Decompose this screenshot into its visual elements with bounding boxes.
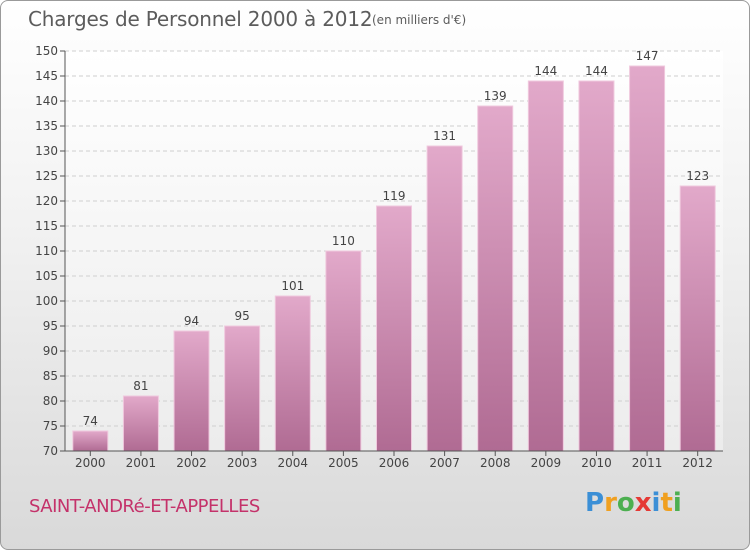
data-label: 131 (433, 129, 456, 143)
x-tick-label: 2003 (227, 456, 258, 470)
y-axis: 70 75 80 85 90 95 100 105 110 115 120 125 130 135 140 1… (35, 44, 66, 458)
x-tick-label: 2009 (531, 456, 562, 470)
data-label: 147 (636, 49, 659, 63)
x-tick-label: 2012 (682, 456, 713, 470)
y-tick-label: 90 (43, 344, 58, 358)
bar (629, 65, 666, 452)
bars (72, 65, 716, 452)
bar (325, 250, 362, 452)
x-tick-label: 2001 (126, 456, 157, 470)
bar (578, 80, 615, 452)
x-tick-label: 2008 (480, 456, 511, 470)
x-tick-label: 2004 (277, 456, 308, 470)
data-label: 144 (534, 64, 557, 78)
bar (274, 295, 311, 452)
data-label: 94 (184, 314, 199, 328)
y-tick-label: 105 (35, 269, 58, 283)
x-tick-label: 2000 (75, 456, 106, 470)
data-label: 74 (83, 414, 98, 428)
bar (122, 395, 159, 452)
logo-letter: x (634, 488, 652, 518)
y-tick-label: 70 (43, 444, 58, 458)
y-tick-label: 125 (35, 169, 58, 183)
logo-letter: i (672, 488, 682, 518)
y-tick-label: 115 (35, 219, 58, 233)
logo-letter: o (616, 488, 635, 518)
bar (72, 430, 109, 452)
x-tick-label: 2005 (328, 456, 359, 470)
bar (679, 185, 716, 452)
data-label: 139 (484, 89, 507, 103)
x-axis: 2000 2001 2002 2003 2004 2005 2006 2007 2008 2009… (65, 450, 723, 470)
y-tick-label: 100 (35, 294, 58, 308)
x-tick-label: 2010 (581, 456, 612, 470)
proxiti-logo: Proxiti (585, 488, 682, 518)
logo-letter: i (651, 488, 661, 518)
data-label: 81 (133, 379, 148, 393)
y-tick-label: 150 (35, 44, 58, 58)
x-tick-label: 2002 (176, 456, 207, 470)
logo-letter: t (660, 488, 673, 518)
data-label: 110 (332, 234, 355, 248)
data-label: 101 (281, 279, 304, 293)
bar (426, 145, 463, 452)
data-label: 123 (686, 169, 709, 183)
y-tick-label: 75 (43, 419, 58, 433)
bar (477, 105, 514, 452)
y-tick-label: 135 (35, 119, 58, 133)
y-tick-label: 95 (43, 319, 58, 333)
bar (173, 330, 210, 452)
data-label: 95 (235, 309, 250, 323)
bar (224, 325, 261, 452)
y-tick-label: 120 (35, 194, 58, 208)
x-tick-label: 2011 (632, 456, 663, 470)
y-tick-label: 140 (35, 94, 58, 108)
y-tick-label: 80 (43, 394, 58, 408)
bar (376, 205, 412, 452)
y-tick-label: 145 (35, 69, 58, 83)
town-name: SAINT-ANDRé-ET-APPELLES (29, 496, 260, 517)
chart-subtitle: (en milliers d'€) (372, 13, 467, 27)
y-tick-label: 130 (35, 144, 58, 158)
x-tick-label: 2007 (429, 456, 460, 470)
data-labels: 74 81 94 95 101 110 119 131 139 144 144 147 123 (83, 49, 709, 428)
bar (527, 80, 564, 452)
y-tick-label: 110 (35, 244, 58, 258)
x-tick-label: 2006 (379, 456, 410, 470)
chart-title: Charges de Personnel 2000 à 2012 (28, 7, 373, 31)
y-tick-label: 85 (43, 369, 58, 383)
logo-letter: P (585, 488, 605, 518)
data-label: 119 (383, 189, 406, 203)
data-label: 144 (585, 64, 608, 78)
logo-letter: r (604, 488, 617, 518)
